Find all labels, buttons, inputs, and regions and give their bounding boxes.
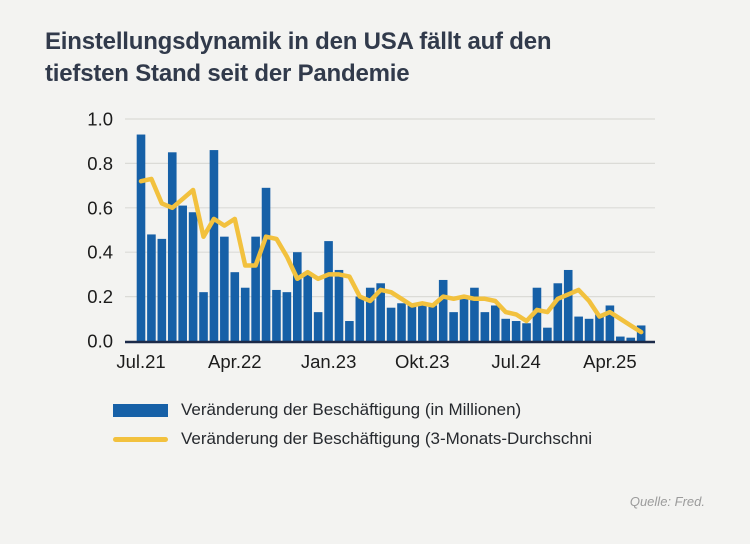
- ma3-line: [138, 176, 644, 335]
- bar: [543, 327, 552, 341]
- bar: [563, 269, 573, 341]
- bar: [199, 292, 208, 341]
- y-tick-label: 0.4: [87, 242, 113, 263]
- bar: [282, 292, 292, 341]
- bar: [386, 307, 396, 341]
- chart-legend: Veränderung der Beschäftigung (in Millio…: [113, 399, 592, 450]
- bar: [188, 212, 198, 341]
- bars-series: [136, 134, 646, 341]
- legend-item-line: Veränderung der Beschäftigung (3-Monats-…: [113, 428, 592, 450]
- bar: [303, 272, 313, 341]
- bar: [230, 272, 240, 341]
- bar: [480, 312, 490, 341]
- employment-chart: 1.0 0.8 0.6 0.4 0.2 0.0 Jul.21 Apr.22 Jan.23 Okt.…: [60, 109, 680, 381]
- bar: [147, 234, 156, 341]
- bar: [418, 304, 427, 341]
- bar: [490, 305, 500, 341]
- gridlines: [125, 118, 655, 298]
- legend-label-bars: Veränderung der Beschäftigung (in Millio…: [181, 400, 522, 419]
- legend-item-bars: Veränderung der Beschäftigung (in Millio…: [113, 399, 592, 421]
- line-swatch-icon: [113, 436, 168, 442]
- x-tick-label: Okt.23: [395, 351, 450, 372]
- bar: [365, 287, 375, 341]
- bar: [240, 287, 250, 341]
- bar: [397, 303, 406, 341]
- x-axis-labels: Jul.21 Apr.22 Jan.23 Okt.23 Jul.24 Apr.25: [116, 351, 636, 372]
- bar: [220, 236, 229, 341]
- bar: [293, 252, 302, 341]
- x-tick-label: Jan.23: [301, 351, 357, 372]
- y-tick-label: 1.0: [87, 111, 113, 130]
- y-tick-label: 0.6: [87, 197, 113, 218]
- bar: [251, 236, 260, 341]
- chart-title-line2: tiefsten Stand seit der Pandemie: [45, 60, 410, 87]
- bar: [449, 312, 458, 341]
- bar: [584, 318, 594, 341]
- bar: [209, 150, 219, 341]
- bar: [261, 187, 271, 341]
- bar: [522, 323, 531, 341]
- bar: [459, 298, 469, 341]
- bar: [136, 134, 146, 341]
- bar: [355, 296, 365, 341]
- bar: [470, 287, 479, 341]
- bar: [157, 238, 167, 341]
- bar: [501, 318, 510, 341]
- bar: [428, 305, 438, 341]
- bar: [605, 305, 615, 341]
- x-tick-label: Jul.24: [491, 351, 540, 372]
- bar: [272, 289, 281, 341]
- bar: [553, 283, 563, 341]
- x-tick-label: Jul.21: [116, 351, 165, 372]
- chart-title-line1: Einstellungsdynamik in den USA fällt auf…: [45, 28, 552, 55]
- bar-swatch-icon: [113, 403, 168, 417]
- bar: [324, 241, 333, 341]
- bar: [626, 337, 636, 341]
- bar: [313, 312, 323, 341]
- bar: [574, 316, 583, 341]
- bar: [438, 279, 448, 341]
- source-credit: Quelle: Fred.: [629, 494, 705, 509]
- x-tick-label: Apr.25: [583, 351, 637, 372]
- bar: [616, 336, 625, 341]
- x-tick-label: Apr.22: [208, 351, 261, 372]
- legend-label-line: Veränderung der Beschäftigung (3-Monats-…: [181, 429, 593, 448]
- bar: [167, 152, 177, 341]
- y-tick-label: 0.8: [87, 153, 113, 174]
- bar: [511, 321, 521, 341]
- bar: [376, 283, 385, 341]
- bar: [345, 321, 354, 341]
- y-axis-labels: 1.0 0.8 0.6 0.4 0.2 0.0: [87, 109, 113, 352]
- y-tick-label: 0.2: [87, 286, 113, 307]
- bar: [334, 269, 344, 341]
- bar: [532, 287, 542, 341]
- bar: [178, 205, 187, 341]
- bar: [595, 314, 604, 341]
- chart-title: Einstellungsdynamik in den USA fällt auf…: [45, 26, 705, 90]
- y-tick-label: 0.0: [87, 331, 113, 352]
- bar: [407, 305, 417, 341]
